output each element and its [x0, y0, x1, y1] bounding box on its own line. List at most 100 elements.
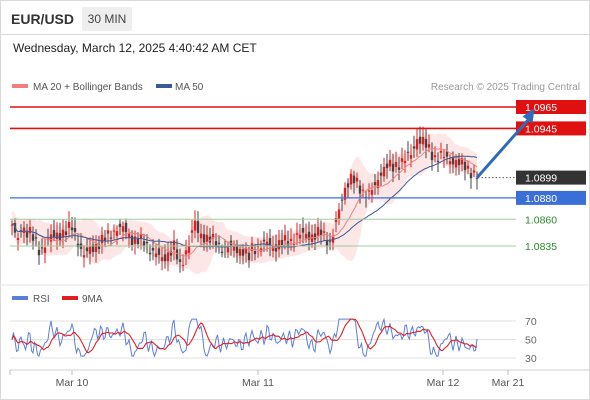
- candle-body: [127, 233, 131, 238]
- candle-body: [118, 223, 122, 227]
- candle-body: [121, 226, 125, 232]
- timeframe-button[interactable]: 30 MIN: [82, 7, 132, 31]
- candle-body: [247, 252, 251, 261]
- candle-body: [475, 177, 479, 179]
- candle-body: [346, 183, 350, 188]
- candle-body: [70, 227, 74, 231]
- candle-body: [469, 173, 473, 179]
- rsi-tick-50: 50: [525, 335, 537, 347]
- candle-body: [403, 160, 407, 164]
- datetime-label: Wednesday, March 12, 2025 4:40:42 AM CET: [13, 41, 257, 55]
- rsi-legend-label: RSI: [33, 294, 50, 305]
- candle-body: [433, 155, 437, 158]
- level-value-1-0899: 1.0899: [525, 173, 557, 185]
- candle-body: [202, 234, 206, 243]
- candle-body: [85, 247, 89, 252]
- candle-body: [304, 233, 308, 239]
- candle-body: [334, 218, 338, 223]
- x-tick-label: Mar 10: [56, 377, 89, 389]
- candle-body: [298, 234, 302, 239]
- level-tag-1-0945: [516, 121, 586, 136]
- candle-body: [217, 242, 221, 244]
- candle-body: [349, 173, 353, 185]
- candle-body: [154, 253, 158, 258]
- ma20-line: [11, 147, 478, 257]
- candle-body: [91, 244, 95, 252]
- candle-body: [355, 177, 359, 182]
- x-tick-label: Mar 11: [242, 377, 274, 389]
- candle-body: [292, 244, 296, 246]
- ma20-legend-label: MA 20 + Bollinger Bands: [33, 82, 143, 93]
- candle-body: [253, 251, 257, 255]
- candle-body: [61, 229, 65, 238]
- candle-body: [277, 240, 281, 250]
- candle-body: [322, 231, 326, 233]
- candle-body: [283, 235, 287, 241]
- candle-body: [400, 158, 404, 162]
- candle-body: [460, 158, 464, 165]
- candle-body: [40, 247, 44, 249]
- x-tick-label: Mar 12: [427, 377, 460, 389]
- candle-body: [184, 250, 188, 255]
- candle-body: [406, 151, 410, 153]
- candle-body: [193, 220, 197, 231]
- level-tag-1-0899: [516, 170, 586, 185]
- candle-body: [76, 243, 80, 248]
- candle-body: [52, 230, 56, 237]
- candle-body: [130, 235, 134, 245]
- candle-body: [427, 144, 431, 148]
- candle-body: [67, 222, 71, 228]
- ma50-legend-label: MA 50: [175, 82, 204, 93]
- candle-body: [313, 233, 317, 240]
- level-value-1-0860: 1.0860: [525, 214, 557, 226]
- candle-body: [418, 136, 422, 144]
- candle-body: [412, 146, 416, 149]
- candle-body: [454, 160, 458, 168]
- rsi-line: [11, 317, 478, 358]
- candle-body: [64, 231, 68, 235]
- candle-body: [376, 180, 380, 188]
- candle-body: [373, 182, 377, 186]
- candle-body: [106, 230, 110, 234]
- candle-body: [385, 163, 389, 169]
- candle-body: [100, 234, 104, 244]
- candle-body: [22, 227, 26, 233]
- rsi-plot: 70 50 30: [10, 316, 537, 365]
- candle-body: [448, 161, 452, 165]
- candle-body: [388, 159, 392, 167]
- candle-body: [445, 151, 449, 157]
- candle-body: [142, 241, 146, 247]
- candle-body: [226, 247, 230, 253]
- candle-body: [175, 249, 179, 260]
- candle-body: [19, 230, 23, 232]
- candle-body: [370, 190, 374, 195]
- candle-body: [466, 165, 470, 169]
- candle-body: [205, 234, 209, 242]
- candle-body: [430, 151, 434, 161]
- candle-body: [181, 265, 185, 266]
- candle-body: [391, 163, 395, 172]
- candle-body: [337, 209, 341, 219]
- candle-body: [55, 232, 59, 239]
- candle-body: [409, 155, 413, 159]
- candle-body: [112, 230, 116, 232]
- candle-body: [232, 245, 236, 251]
- ma50-line: [11, 155, 478, 248]
- candle-body: [262, 239, 266, 242]
- rsi-tick-70: 70: [525, 316, 537, 328]
- rsi-legend-swatch: [12, 296, 28, 300]
- candle-body: [382, 167, 386, 177]
- candle-body: [424, 138, 428, 148]
- ma20-legend-swatch: [12, 84, 28, 88]
- candle-body: [415, 139, 419, 150]
- candle-body: [367, 190, 371, 192]
- candle-body: [319, 229, 323, 236]
- candle-body: [160, 257, 164, 261]
- candle-body: [472, 170, 476, 173]
- candle-body: [397, 167, 401, 170]
- credit-label: Research © 2025 Trading Central: [431, 82, 580, 93]
- candle-body: [124, 222, 128, 233]
- candle-body: [187, 245, 191, 253]
- candle-body: [199, 233, 203, 239]
